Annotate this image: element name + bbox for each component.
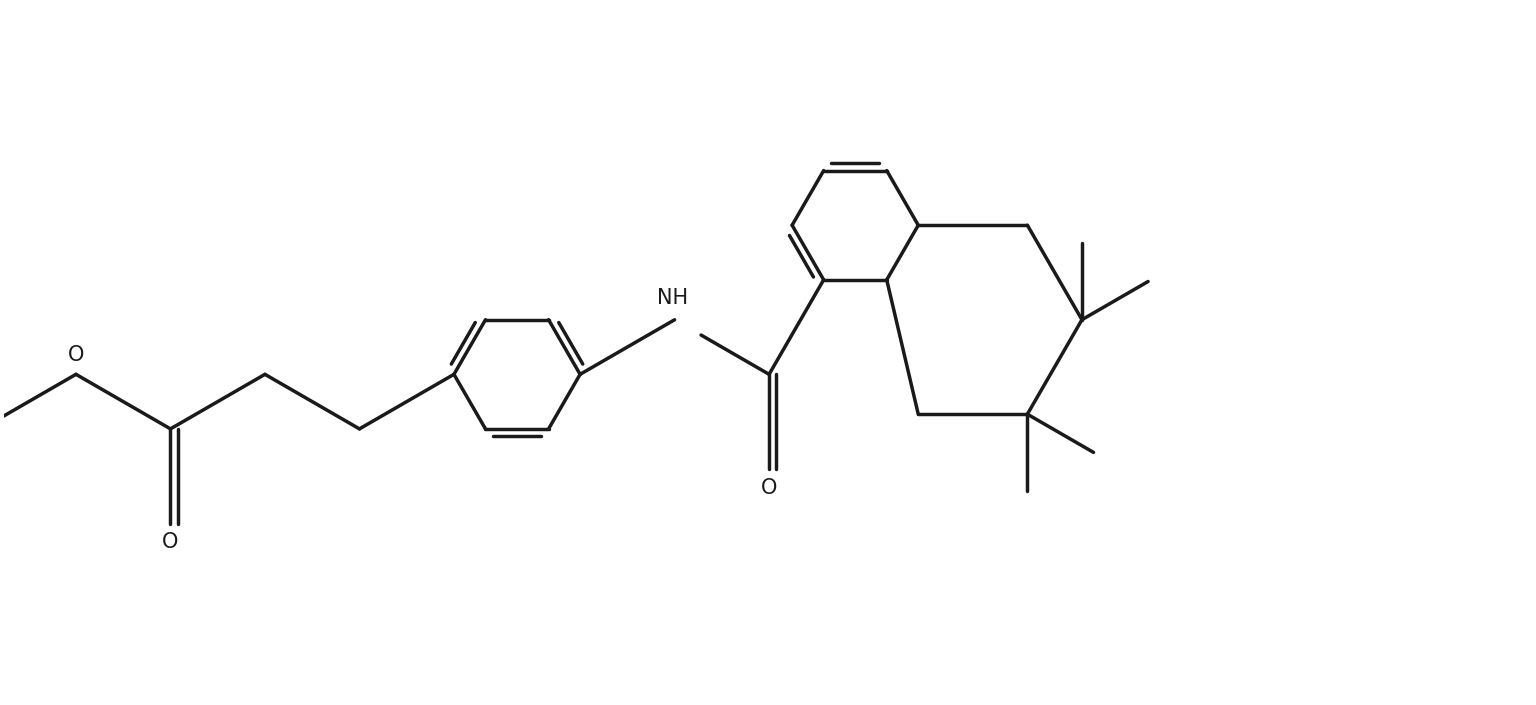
Text: O: O xyxy=(68,345,84,364)
Text: O: O xyxy=(760,478,777,498)
Text: NH: NH xyxy=(657,288,688,308)
Text: O: O xyxy=(163,532,178,552)
